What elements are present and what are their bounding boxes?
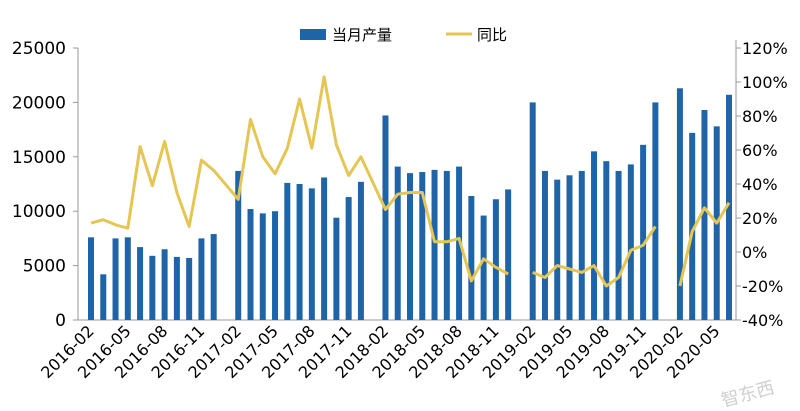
bar xyxy=(100,274,106,320)
bar xyxy=(358,182,364,320)
bar xyxy=(333,218,339,320)
bar xyxy=(591,151,597,320)
right-tick-label: 100% xyxy=(742,73,788,92)
right-tick-label: 80% xyxy=(742,107,778,126)
bar xyxy=(444,171,450,320)
bar xyxy=(616,171,622,320)
right-tick-label: 0% xyxy=(742,243,767,262)
legend-swatch-bar xyxy=(300,29,326,40)
left-tick-label: 10000 xyxy=(12,202,66,222)
bar xyxy=(321,177,327,320)
bar xyxy=(113,238,119,320)
bar xyxy=(88,237,94,320)
right-tick-label: 120% xyxy=(742,39,788,58)
bar xyxy=(297,184,303,320)
bar xyxy=(137,247,143,320)
bar xyxy=(186,258,192,320)
bar xyxy=(125,237,131,320)
bar xyxy=(432,170,438,320)
bar xyxy=(260,213,266,320)
bar xyxy=(481,216,487,320)
bar xyxy=(493,199,499,320)
left-tick-label: 20000 xyxy=(12,93,66,113)
right-tick-label: -40% xyxy=(742,311,783,330)
legend-label-bar: 当月产量 xyxy=(332,26,392,44)
bar xyxy=(346,197,352,320)
bar xyxy=(162,249,168,320)
left-tick-label: 25000 xyxy=(12,39,66,59)
right-tick-label: -20% xyxy=(742,277,783,296)
left-tick-label: 5000 xyxy=(23,257,66,277)
bar xyxy=(248,209,254,320)
legend-label-line: 同比 xyxy=(477,26,507,44)
bar xyxy=(640,145,646,320)
bar xyxy=(628,164,634,320)
right-tick-label: 20% xyxy=(742,209,778,228)
bar xyxy=(652,102,658,320)
watermark: 智东西 xyxy=(719,377,777,407)
bar xyxy=(542,171,548,320)
right-tick-label: 40% xyxy=(742,175,778,194)
bar xyxy=(198,238,204,320)
left-tick-label: 0 xyxy=(55,311,66,331)
bar xyxy=(505,189,511,320)
right-tick-label: 60% xyxy=(742,141,778,160)
legend: 当月产量 同比 xyxy=(300,26,507,44)
bar xyxy=(272,211,278,320)
bar xyxy=(382,115,388,320)
bar xyxy=(211,234,217,320)
bar xyxy=(174,257,180,320)
bar xyxy=(579,171,585,320)
bar xyxy=(530,102,536,320)
bar xyxy=(468,196,474,320)
bar xyxy=(554,180,560,320)
bar xyxy=(284,183,290,320)
bar xyxy=(603,161,609,320)
bar xyxy=(395,167,401,320)
bar xyxy=(567,175,573,320)
bar xyxy=(149,256,155,320)
bar xyxy=(407,173,413,320)
left-tick-label: 15000 xyxy=(12,148,66,168)
bar xyxy=(309,188,315,320)
